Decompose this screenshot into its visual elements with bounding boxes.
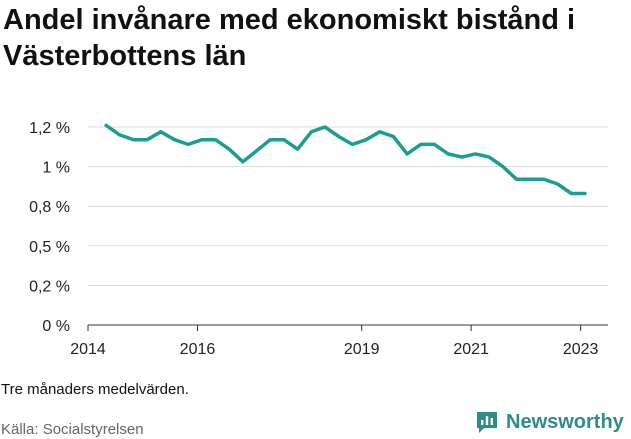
y-tick-label: 1 % — [42, 160, 70, 177]
y-axis-ticks: 0 % 0,2 % 0,5 % 0,8 % 1 % 1,2 % — [29, 120, 70, 335]
x-tick-label: 2019 — [344, 341, 380, 358]
brand-name: Newsworthy — [506, 410, 624, 433]
source-text: Källa: Socialstyrelsen — [1, 421, 144, 438]
y-tick-label: 1,2 % — [29, 120, 70, 137]
series-line — [104, 123, 587, 196]
x-tick-label: 2016 — [180, 341, 216, 358]
brand-logo[interactable]: Newsworthy — [475, 410, 624, 434]
y-tick-label: 0,2 % — [29, 278, 70, 295]
x-tick-label: 2021 — [453, 341, 489, 358]
x-tick-label: 2014 — [70, 341, 106, 358]
page-title: Andel invånare med ekonomiskt bistånd i … — [3, 4, 576, 72]
y-tick-label: 0,5 % — [29, 239, 70, 256]
gridlines — [88, 126, 608, 286]
chart-note: Tre månaders medelvärden. — [1, 381, 189, 398]
y-tick-label: 0 % — [42, 318, 70, 335]
x-axis: 2014 2016 2019 2021 2023 — [70, 324, 608, 358]
x-tick-label: 2023 — [563, 341, 599, 358]
newsworthy-logo-icon — [477, 412, 497, 433]
y-tick-label: 0,8 % — [29, 199, 70, 216]
series-group — [104, 123, 587, 196]
